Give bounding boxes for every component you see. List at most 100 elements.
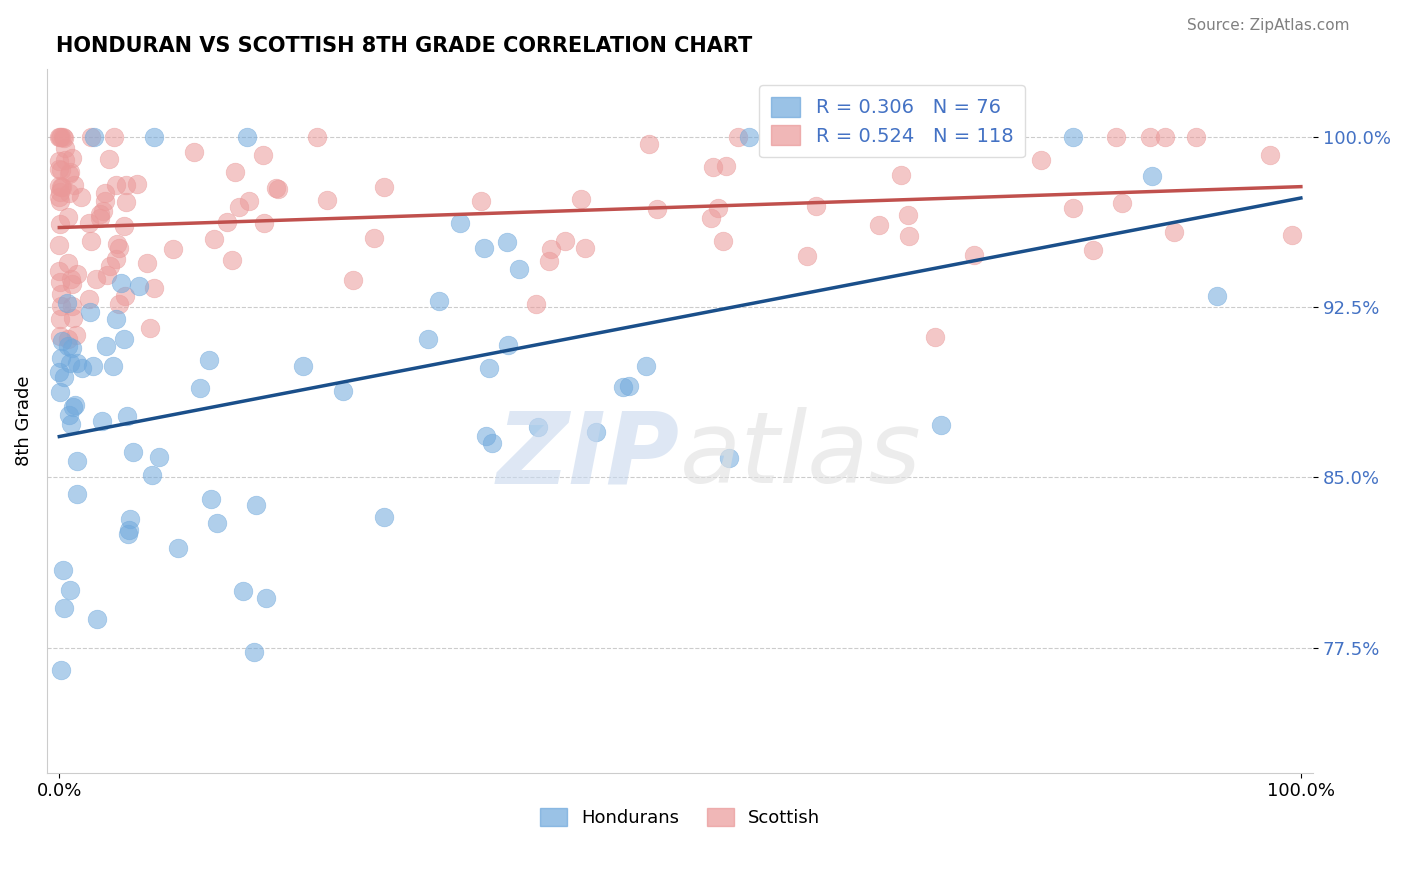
Point (62, 400, 84, 414)
Text: Source: ZipAtlas.com: Source: ZipAtlas.com (1187, 18, 1350, 33)
Point (105, 237, 128, 252)
Point (235, 129, 257, 144)
Point (49, 186, 72, 200)
Point (496, 337, 519, 351)
Point (58, 167, 80, 181)
Point (49, 384, 72, 399)
Point (66, 487, 89, 501)
Point (59, 272, 82, 286)
Point (1258, 147, 1281, 161)
Point (62, 277, 84, 292)
Point (804, 199, 827, 213)
Point (714, 159, 737, 173)
Point (253, 217, 276, 231)
Point (706, 201, 728, 215)
Point (89, 207, 111, 221)
Point (52, 130, 75, 145)
Point (537, 254, 560, 268)
Point (89, 211, 111, 226)
Point (342, 272, 364, 286)
Point (79, 304, 101, 318)
Point (148, 450, 170, 464)
Point (305, 129, 328, 144)
Point (120, 512, 142, 526)
Point (69, 190, 91, 204)
Point (56, 296, 79, 310)
Point (97, 152, 120, 166)
Point (48, 237, 70, 252)
Point (617, 379, 640, 393)
Point (114, 195, 136, 210)
Point (52, 563, 75, 577)
Point (48, 154, 70, 169)
Y-axis label: 8th Grade: 8th Grade (15, 376, 32, 466)
Point (373, 179, 395, 194)
Point (53, 141, 76, 155)
Point (108, 241, 131, 255)
Point (574, 241, 596, 255)
Point (51, 180, 73, 194)
Point (49, 351, 72, 365)
Point (52, 600, 75, 615)
Point (128, 279, 150, 293)
Point (202, 232, 225, 246)
Point (221, 252, 243, 267)
Point (48, 365, 70, 379)
Point (48, 264, 70, 278)
Point (82, 359, 104, 373)
Point (48, 328, 70, 343)
Point (449, 217, 471, 231)
Point (332, 384, 354, 399)
Point (254, 591, 277, 606)
Point (416, 332, 439, 346)
Point (48, 275, 70, 289)
Point (49, 194, 72, 209)
Point (101, 359, 124, 373)
Point (228, 200, 250, 214)
Point (738, 129, 761, 144)
Point (1154, 129, 1177, 144)
Point (63, 398, 86, 412)
Text: atlas: atlas (681, 408, 922, 504)
Point (104, 311, 127, 326)
Point (77, 216, 100, 230)
Point (1105, 129, 1128, 144)
Point (197, 352, 219, 367)
Point (796, 249, 818, 263)
Point (49, 179, 72, 194)
Point (527, 420, 550, 434)
Point (48, 178, 70, 193)
Point (264, 181, 287, 195)
Point (252, 147, 274, 161)
Point (66, 267, 89, 281)
Point (554, 234, 576, 248)
Point (1281, 227, 1303, 242)
Point (118, 523, 141, 537)
Point (478, 361, 501, 376)
Point (59, 165, 82, 179)
Point (49, 299, 72, 313)
Point (115, 409, 138, 423)
Point (112, 332, 135, 346)
Point (1031, 153, 1053, 167)
Point (63, 178, 86, 193)
Point (80, 234, 103, 248)
Point (702, 160, 724, 174)
Point (58, 409, 80, 423)
Point (48, 129, 70, 144)
Point (963, 247, 986, 261)
Point (183, 145, 205, 159)
Point (524, 296, 547, 310)
Point (125, 177, 148, 191)
Legend: Hondurans, Scottish: Hondurans, Scottish (533, 800, 828, 834)
Point (232, 584, 254, 599)
Point (91, 414, 114, 428)
Point (60, 342, 83, 356)
Point (112, 219, 135, 233)
Point (897, 229, 920, 244)
Point (62, 310, 84, 325)
Point (929, 417, 952, 432)
Point (1185, 129, 1208, 144)
Point (49, 663, 72, 677)
Point (60, 299, 83, 313)
